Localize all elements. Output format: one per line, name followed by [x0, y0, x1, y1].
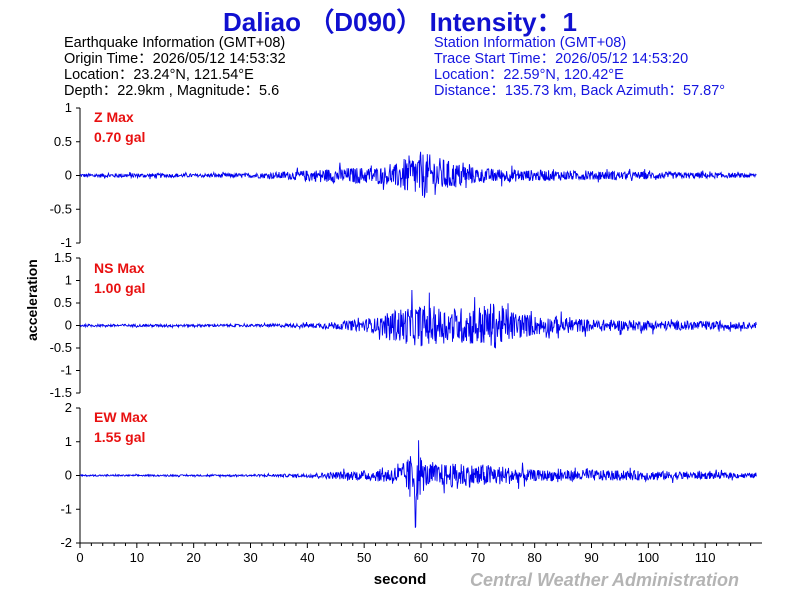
ns-max-value: 1.00 gal [94, 280, 146, 296]
waveform-ns [79, 289, 757, 349]
y-tick-label-z: 1 [65, 100, 72, 115]
ns-max-label: NS Max 1.00 gal [94, 258, 145, 298]
x-tick-label: 50 [357, 550, 371, 565]
x-tick-label: 110 [695, 550, 716, 565]
epicenter-location: Location：23.24°N, 121.54°E [64, 67, 254, 83]
earthquake-info-heading: Earthquake Information (GMT+08) [64, 35, 286, 51]
y-tick-label-ns: 0.5 [54, 295, 72, 310]
y-tick-label-z: 0 [65, 168, 72, 183]
y-tick-label-ew: 1 [65, 434, 72, 449]
y-tick-label-z: 0.5 [54, 134, 72, 149]
x-tick-label: 0 [76, 550, 83, 565]
x-tick-label: 90 [584, 550, 598, 565]
x-tick-label: 80 [527, 550, 541, 565]
y-tick-label-ns: -1.5 [50, 385, 72, 400]
y-tick-label-z: -0.5 [50, 201, 72, 216]
x-tick-label: 40 [300, 550, 314, 565]
y-tick-label-ew: -1 [60, 501, 72, 516]
x-tick-label: 60 [414, 550, 428, 565]
y-tick-label-ns: -1 [60, 363, 72, 378]
x-tick-label: 30 [243, 550, 257, 565]
depth-magnitude: Depth：22.9km , Magnitude：5.6 [64, 83, 280, 99]
x-axis-label: second [373, 571, 427, 588]
ew-max-value: 1.55 gal [94, 429, 146, 445]
agency-credit: Central Weather Administration [470, 570, 740, 590]
station-location: Location：22.59°N, 120.42°E [434, 67, 624, 83]
y-tick-label-ns: 0 [65, 318, 72, 333]
y-tick-label-ns: -0.5 [50, 340, 72, 355]
x-tick-label: 70 [471, 550, 485, 565]
trace-start-time: Trace Start Time：2026/05/12 14:53:20 [434, 51, 689, 67]
x-tick-label: 100 [637, 550, 659, 565]
y-axis-label-text: acceleration [24, 259, 40, 341]
ew-max-title: EW Max [94, 409, 148, 425]
earthquake-info: Earthquake Information (GMT+08) Origin T… [64, 35, 286, 99]
x-tick-label: 20 [186, 550, 200, 565]
ns-max-title: NS Max [94, 260, 145, 276]
x-tick-label: 10 [130, 550, 144, 565]
z-max-label: Z Max 0.70 gal [94, 107, 145, 147]
ew-max-label: EW Max 1.55 gal [94, 407, 148, 447]
z-max-title: Z Max [94, 109, 134, 125]
z-max-value: 0.70 gal [94, 129, 146, 145]
waveform-z [79, 151, 757, 198]
y-tick-label-z: -1 [60, 235, 72, 250]
waveform-ew [79, 440, 757, 528]
origin-time: Origin Time：2026/05/12 14:53:32 [64, 51, 286, 67]
y-tick-label-ew: 2 [65, 400, 72, 415]
station-info-heading: Station Information (GMT+08) [434, 35, 627, 51]
y-tick-label-ew: 0 [65, 468, 72, 483]
y-tick-label-ns: 1 [65, 273, 72, 288]
y-tick-label-ew: -2 [60, 535, 72, 550]
y-tick-label-ns: 1.5 [54, 250, 72, 265]
station-info: Station Information (GMT+08) Trace Start… [434, 35, 725, 99]
chart-title: Daliao （D090） Intensity：1 [223, 7, 577, 37]
distance-azimuth: Distance：135.73 km, Back Azimuth：57.87° [434, 83, 726, 99]
